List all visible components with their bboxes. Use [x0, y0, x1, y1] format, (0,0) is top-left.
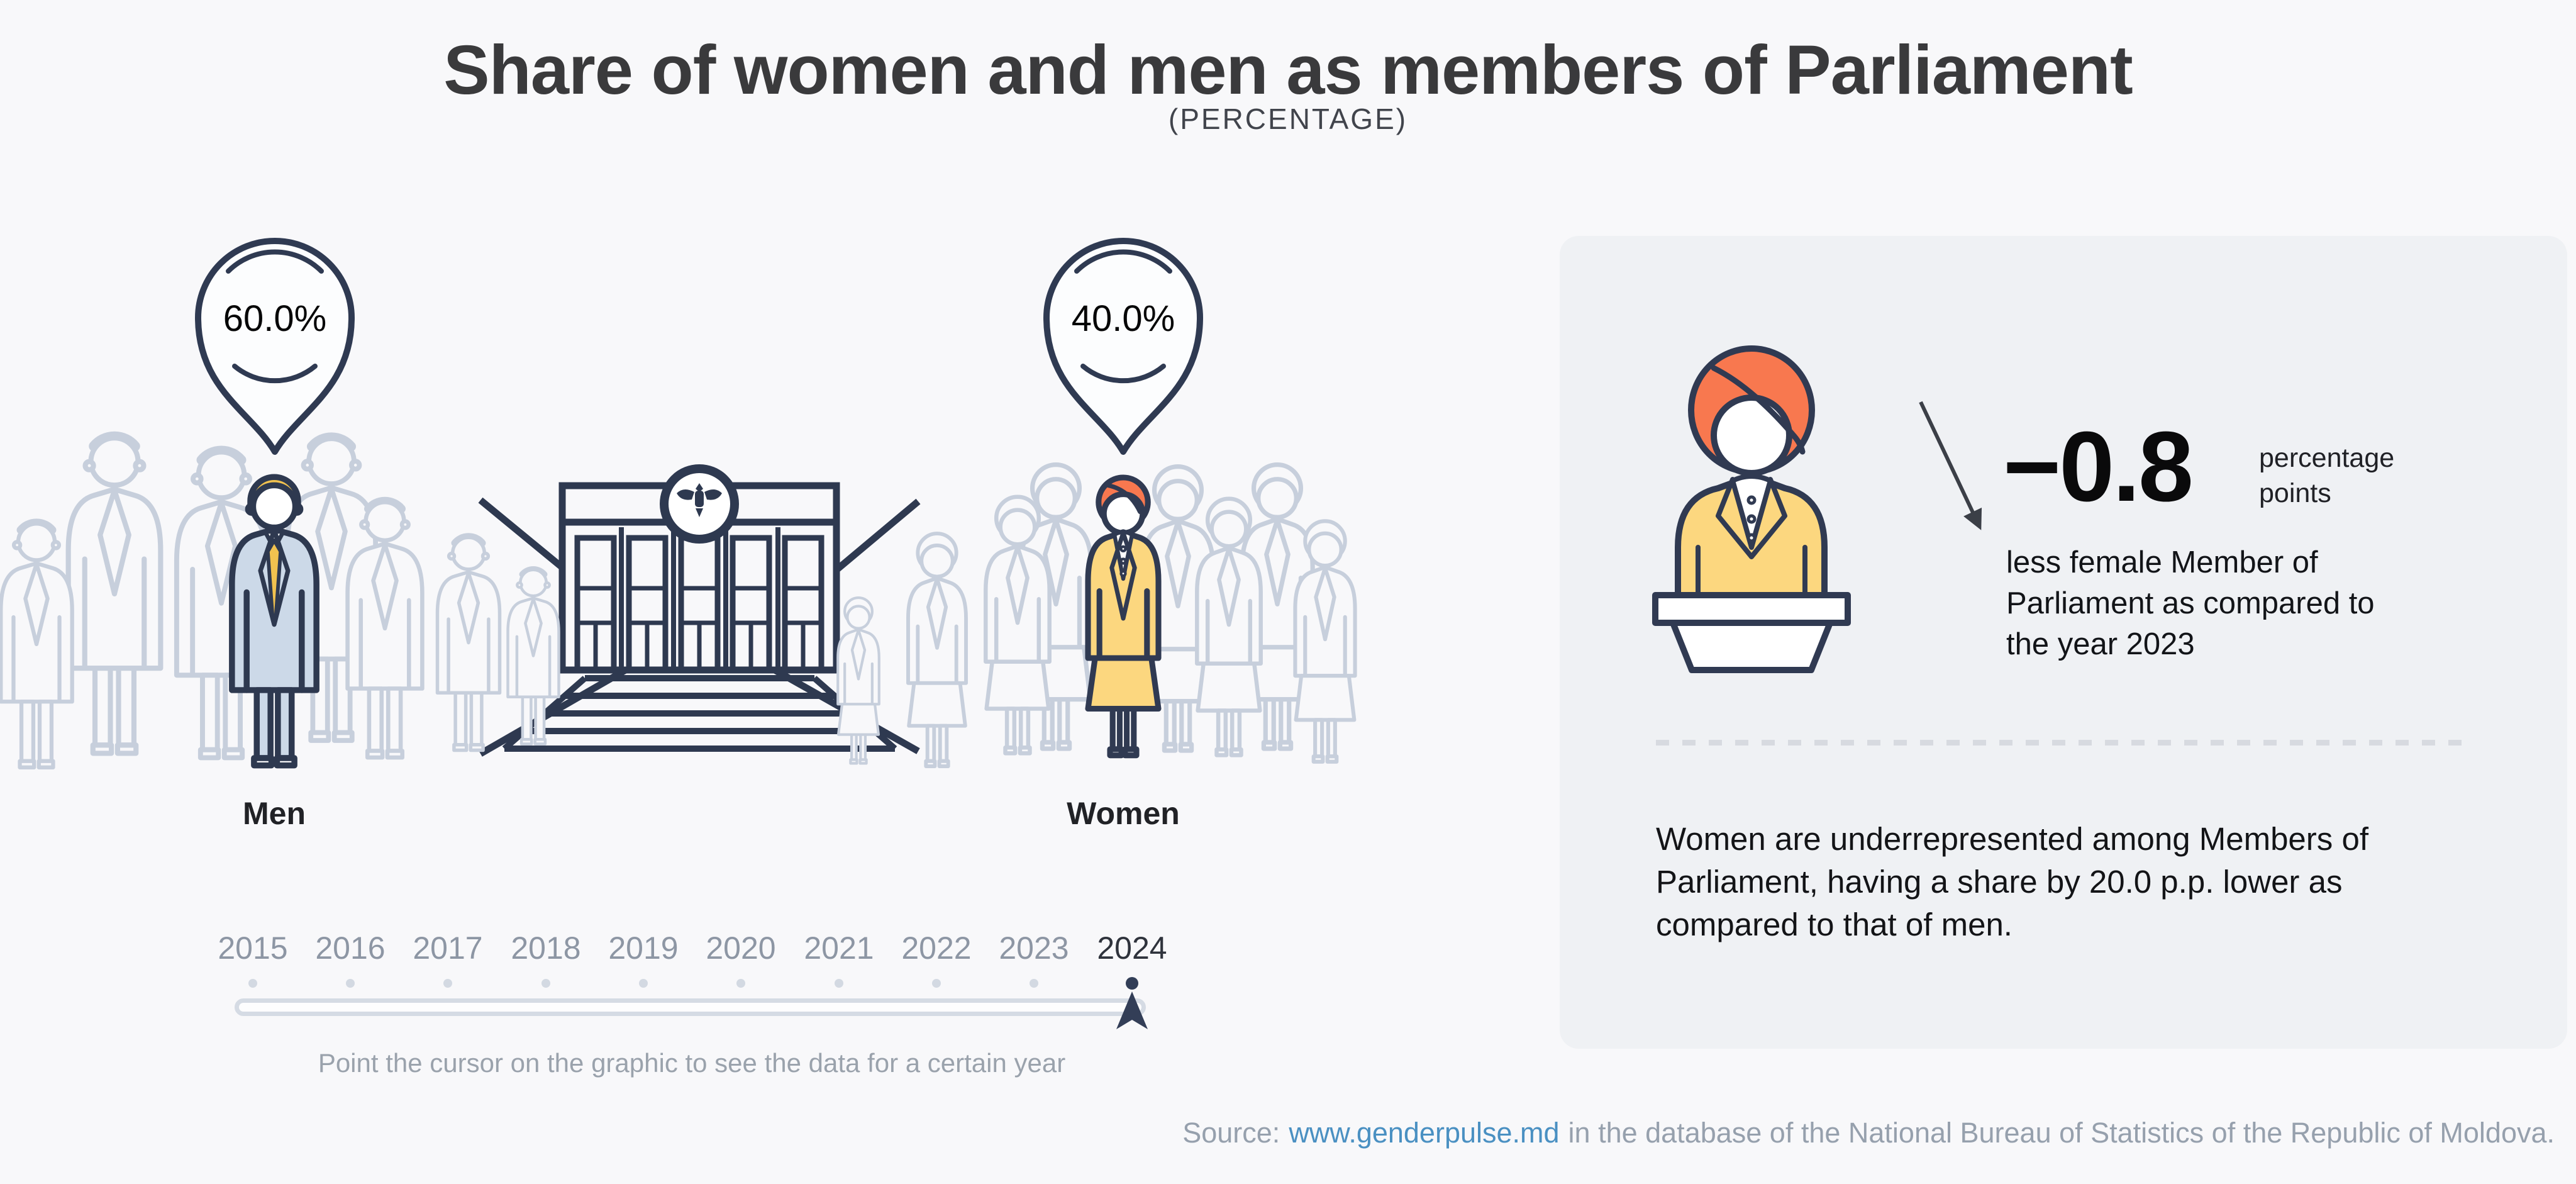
parliament-building-icon [478, 464, 921, 757]
moldova-eagle-icon [677, 483, 722, 517]
year-dot-2021[interactable] [835, 979, 843, 988]
men-label: Men [243, 796, 306, 831]
page-subtitle: (PERCENTAGE) [1168, 103, 1408, 135]
year-dot-2024[interactable] [1126, 977, 1138, 990]
year-2021[interactable]: 2021 [804, 930, 874, 966]
delta-unit-line2: points [2259, 478, 2331, 508]
women-share-value: 40.0% [1072, 298, 1175, 339]
delta-unit-line1: percentage [2259, 443, 2395, 473]
year-2015[interactable]: 2015 [218, 930, 288, 966]
building-steps [502, 675, 897, 752]
podium-top [1652, 592, 1851, 626]
source-line: Source: www.genderpulse.md in the databa… [1182, 1117, 2555, 1149]
podium-body [1670, 620, 1833, 673]
year-slider-cursor-icon[interactable] [1114, 990, 1150, 1032]
speaker-face [1711, 394, 1792, 476]
year-dot-2023[interactable] [1030, 979, 1038, 988]
year-dot-2018[interactable] [541, 979, 550, 988]
source-suffix: in the database of the National Bureau o… [1568, 1117, 2555, 1149]
year-2024-selected[interactable]: 2024 [1097, 930, 1167, 966]
source-prefix: Source: [1182, 1117, 1280, 1149]
year-dot-2020[interactable] [736, 979, 745, 988]
men-share-value: 60.0% [223, 298, 326, 339]
panel-summary: Women are underrepresented among Members… [1656, 821, 2368, 942]
delta-description: less female Member of Parliament as comp… [2006, 545, 2375, 661]
highlighted-woman-figure[interactable] [1085, 474, 1162, 759]
highlighted-man-figure[interactable] [229, 474, 319, 769]
year-slider-track[interactable] [235, 998, 1146, 1016]
woman-skirt [1085, 655, 1162, 712]
women-share-balloon: 40.0% [1043, 238, 1203, 455]
parliament-illustration[interactable]: 60.0% 40.0% [0, 208, 1541, 900]
year-2019[interactable]: 2019 [608, 930, 679, 966]
man-face [250, 482, 299, 531]
year-dot-2019[interactable] [639, 979, 648, 988]
woman-face [1101, 491, 1146, 536]
year-dot-2016[interactable] [346, 979, 355, 988]
year-dot-2022[interactable] [932, 979, 941, 988]
delta-value: −0.8 [2003, 411, 2194, 522]
decrease-arrow-icon [1919, 401, 1982, 530]
year-dot-2017[interactable] [443, 979, 452, 988]
source-link[interactable]: www.genderpulse.md [1289, 1117, 1560, 1149]
men-share-balloon: 60.0% [195, 238, 355, 455]
year-2017[interactable]: 2017 [413, 930, 483, 966]
year-2018[interactable]: 2018 [511, 930, 581, 966]
women-label: Women [1067, 796, 1180, 831]
year-2023[interactable]: 2023 [999, 930, 1069, 966]
woman-speaker-podium-icon [1652, 345, 1851, 673]
panel-divider [1656, 740, 2470, 746]
timeline-hint: Point the cursor on the graphic to see t… [318, 1048, 1066, 1078]
delta-unit: percentage points [2259, 440, 2394, 511]
year-dot-2015[interactable] [248, 979, 257, 988]
year-2020[interactable]: 2020 [706, 930, 776, 966]
page-title: Share of women and men as members of Par… [443, 31, 2133, 109]
year-2022[interactable]: 2022 [901, 930, 972, 966]
year-2016[interactable]: 2016 [315, 930, 386, 966]
